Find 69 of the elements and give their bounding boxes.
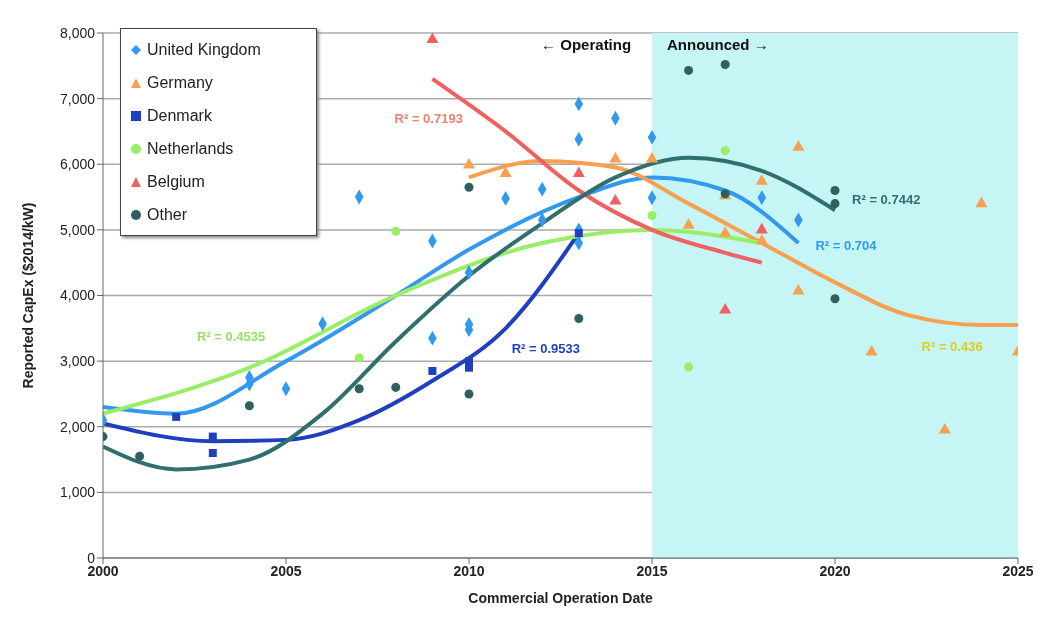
annotation: ← Operating [541, 36, 632, 54]
legend-label: Denmark [147, 106, 212, 126]
y-tick-label: 4,000 [59, 287, 96, 304]
annotation: R² = 0.436 [921, 338, 983, 354]
point [426, 33, 439, 44]
legend-label: Other [147, 205, 188, 225]
point [755, 174, 768, 185]
y-tick-label: 8,000 [59, 24, 96, 41]
point [208, 432, 217, 441]
legend-label: Netherlands [147, 139, 234, 159]
point [720, 59, 730, 70]
point [572, 166, 585, 177]
y-tick-label: 5,000 [59, 221, 96, 238]
point [391, 226, 401, 236]
point [647, 210, 657, 220]
point [755, 234, 768, 245]
y-tick-label: 6,000 [59, 156, 96, 173]
point [244, 401, 254, 411]
legend-label: Germany [147, 73, 213, 93]
point [462, 157, 476, 169]
point [684, 65, 694, 75]
annotation: R² = 0.9533 [511, 340, 581, 356]
x-tick-label: 2010 [453, 562, 485, 579]
point [792, 283, 805, 295]
point [609, 151, 622, 163]
point [720, 145, 730, 155]
legend-label: United Kingdom [147, 40, 261, 60]
annotation: R² = 0.7193 [394, 110, 463, 126]
point [938, 423, 951, 434]
point [830, 294, 840, 304]
point [464, 182, 474, 192]
point [719, 226, 732, 237]
line-series [467, 158, 1018, 328]
point [682, 218, 695, 229]
point [354, 384, 364, 394]
point [428, 366, 437, 375]
point [135, 451, 145, 461]
point [574, 313, 584, 323]
y-axis-title: Reported CapEx ($2014/kW) [19, 202, 36, 389]
point [865, 344, 878, 356]
x-tick-label: 2005 [270, 562, 302, 579]
point [172, 412, 181, 421]
point [208, 449, 217, 457]
annotation: R² = 0.4535 [196, 329, 266, 345]
point [830, 185, 840, 196]
annotation: R² = 0.704 [815, 238, 878, 254]
x-axis-title: Commercial Operation Date [468, 590, 653, 606]
point [755, 222, 768, 234]
y-tick-label: 3,000 [59, 353, 96, 370]
y-tick-label: 7,000 [59, 90, 96, 107]
point [464, 389, 474, 399]
point [792, 140, 805, 151]
point [719, 302, 732, 314]
y-tick-label: 2,000 [59, 418, 96, 435]
point [354, 353, 364, 363]
point [609, 193, 622, 205]
annotation: R² = 0.7442 [852, 191, 921, 207]
x-tick-label: 2020 [819, 562, 851, 579]
y-tick-label: 1,000 [59, 484, 96, 501]
point [391, 382, 401, 392]
point [975, 196, 988, 208]
x-tick-label: 2015 [636, 562, 668, 579]
point [645, 151, 659, 163]
x-tick-label: 2025 [1002, 562, 1034, 579]
annotation: Announced → [667, 36, 769, 54]
point [684, 362, 694, 372]
point [574, 229, 583, 238]
legend-label: Belgium [147, 172, 205, 192]
point [830, 199, 840, 209]
